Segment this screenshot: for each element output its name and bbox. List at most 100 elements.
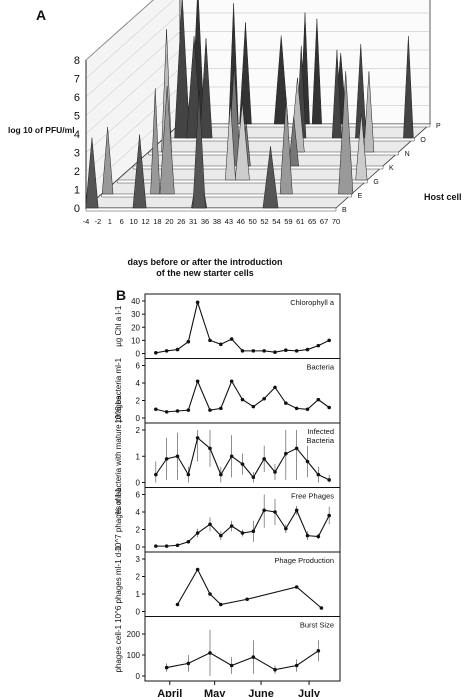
y-tick-label: 2 bbox=[136, 573, 141, 582]
month-label: July bbox=[298, 688, 321, 697]
x-tick-label: 1 bbox=[108, 217, 112, 226]
data-point bbox=[208, 338, 212, 343]
subchart-title: Infected bbox=[307, 427, 334, 436]
peak bbox=[192, 90, 206, 209]
panel-a-3d-chart: A log 10 of PFU/ml Host cell days before… bbox=[8, 0, 462, 278]
data-point bbox=[262, 508, 266, 513]
data-point bbox=[273, 667, 277, 672]
y-tick-label: 3 bbox=[74, 148, 80, 160]
row-label-K: K bbox=[389, 165, 394, 172]
y-tick-label: 0 bbox=[136, 350, 141, 359]
data-point bbox=[327, 405, 331, 410]
data-point bbox=[273, 350, 277, 354]
y-tick-label: 20 bbox=[131, 323, 140, 332]
x-tick-label: -2 bbox=[95, 217, 102, 226]
peak bbox=[279, 97, 293, 195]
peak bbox=[101, 127, 114, 195]
subchart-title: Phage Production bbox=[274, 556, 334, 565]
data-point bbox=[294, 349, 299, 353]
data-point bbox=[273, 470, 277, 474]
subchart-1: 0 2 4 6 10^6 bacteria ml-1 Bacteria bbox=[114, 357, 341, 424]
data-point bbox=[229, 524, 234, 528]
y-tick-label: 2 bbox=[136, 526, 141, 535]
data-point bbox=[186, 539, 191, 544]
data-point bbox=[229, 337, 234, 341]
data-point bbox=[154, 407, 158, 412]
peak bbox=[150, 88, 161, 195]
series-line bbox=[166, 650, 319, 671]
x-tick-label: 36 bbox=[201, 217, 209, 226]
y-tick-label: 1 bbox=[74, 185, 80, 197]
row-label-P: P bbox=[436, 123, 441, 130]
data-point bbox=[154, 351, 158, 355]
data-point bbox=[154, 544, 158, 548]
peak bbox=[403, 36, 414, 139]
peak bbox=[85, 137, 99, 209]
subchart-ylabel: µg Chl a l-1 bbox=[114, 305, 123, 347]
data-point bbox=[229, 379, 234, 384]
data-point bbox=[294, 508, 299, 513]
subchart-frame bbox=[144, 293, 341, 359]
subchart-frame bbox=[144, 616, 341, 682]
data-point bbox=[284, 348, 288, 353]
subchart-title: Free Phages bbox=[291, 492, 334, 501]
row-label-N: N bbox=[405, 151, 410, 158]
ribbon-row-B bbox=[85, 90, 337, 212]
ribbon-row-E bbox=[101, 71, 354, 198]
data-point bbox=[186, 661, 191, 666]
data-point bbox=[175, 543, 180, 548]
data-point bbox=[186, 339, 191, 344]
y-tick-label: 4 bbox=[136, 508, 141, 517]
data-point bbox=[294, 446, 299, 451]
panel-a-xlabel-1: days before or after the introduction bbox=[127, 257, 282, 267]
data-point bbox=[262, 396, 266, 401]
data-point bbox=[294, 406, 299, 411]
data-point bbox=[284, 401, 288, 405]
peak bbox=[199, 38, 213, 139]
x-tick-label: -4 bbox=[83, 217, 90, 226]
data-point bbox=[240, 349, 245, 353]
x-tick-label: 38 bbox=[213, 217, 221, 226]
subchart-frame bbox=[144, 487, 341, 553]
x-tick-label: 10 bbox=[129, 217, 137, 226]
x-tick-label: 26 bbox=[177, 217, 185, 226]
data-point bbox=[316, 472, 321, 477]
x-tick-label: 46 bbox=[237, 217, 245, 226]
data-point bbox=[273, 385, 277, 390]
peak bbox=[174, 0, 191, 139]
panel-a-ylabel: log 10 of PFU/ml bbox=[8, 125, 75, 135]
data-point bbox=[175, 602, 180, 607]
data-point bbox=[240, 397, 245, 402]
data-point bbox=[273, 510, 277, 514]
y-tick-label: 10 bbox=[131, 336, 140, 345]
data-point bbox=[316, 534, 321, 539]
data-point bbox=[195, 567, 200, 572]
data-point bbox=[186, 408, 191, 412]
data-point bbox=[208, 592, 212, 596]
data-point bbox=[262, 457, 266, 461]
x-tick-label: 18 bbox=[153, 217, 161, 226]
x-tick-label: 6 bbox=[120, 217, 124, 226]
data-point bbox=[195, 379, 200, 384]
y-tick-label: 2 bbox=[136, 426, 141, 435]
data-point bbox=[251, 655, 256, 659]
peak bbox=[363, 71, 375, 153]
y-tick-label: 2 bbox=[136, 397, 141, 406]
data-point bbox=[294, 585, 299, 589]
y-tick-label: 7 bbox=[74, 74, 80, 86]
data-point bbox=[164, 349, 169, 353]
data-point bbox=[154, 472, 158, 477]
y-tick-label: 1 bbox=[136, 590, 141, 599]
data-point bbox=[327, 513, 331, 518]
peak bbox=[355, 112, 368, 181]
peak bbox=[273, 35, 289, 125]
y-tick-label: 5 bbox=[74, 111, 80, 123]
data-point bbox=[327, 478, 331, 482]
y-tick-label: 40 bbox=[131, 297, 140, 306]
row-label-G: G bbox=[373, 179, 378, 186]
data-point bbox=[164, 457, 169, 461]
y-tick-label: 3 bbox=[136, 555, 141, 564]
ribbon-base bbox=[85, 207, 337, 212]
